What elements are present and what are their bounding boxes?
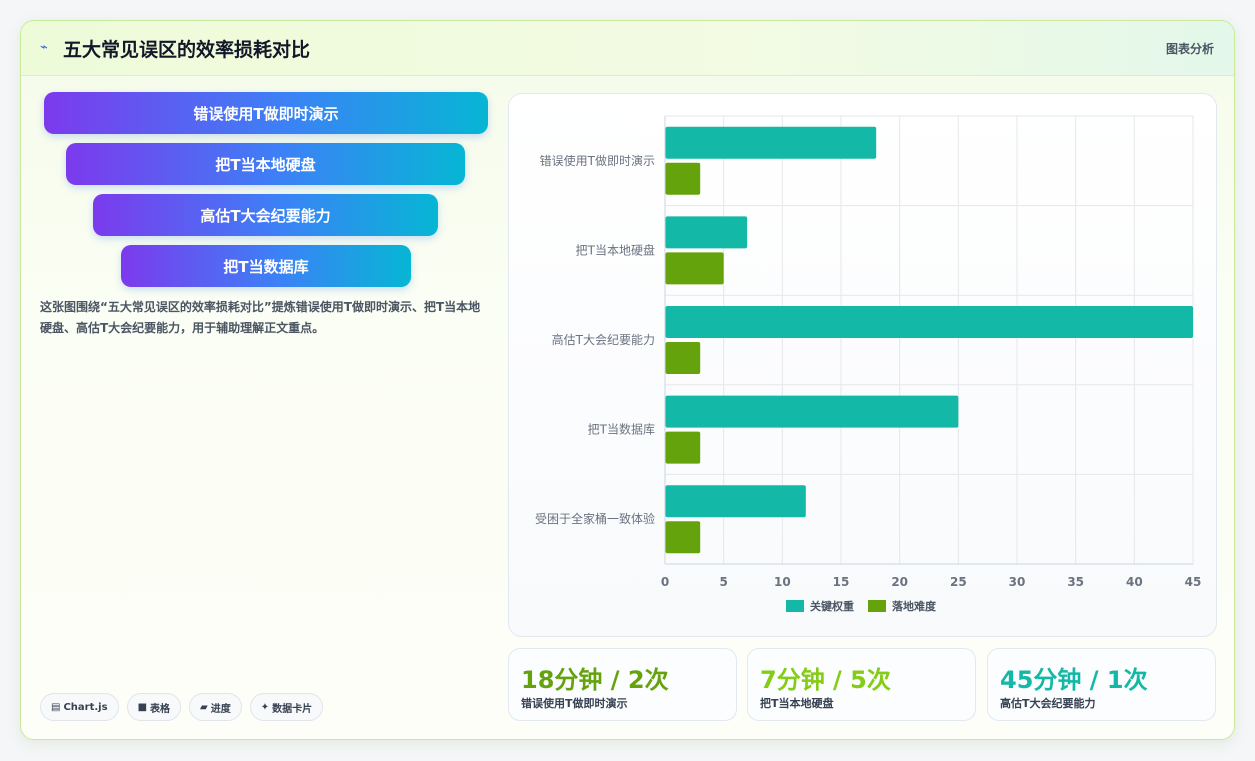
y-tick-label: 把T当本地硬盘 — [576, 242, 655, 257]
stat-label: 高估T大会纪要能力 — [1000, 697, 1096, 710]
bar-difficulty — [665, 252, 724, 285]
x-tick-label: 0 — [661, 575, 669, 589]
bar-difficulty — [665, 431, 701, 464]
x-tick-label: 25 — [950, 575, 967, 589]
stat-value: 45分钟 / 1次 — [1000, 666, 1148, 694]
tag-table[interactable]: ■ 表格 — [126, 693, 182, 721]
x-tick-label: 10 — [774, 575, 791, 589]
chart-panel: 错误使用T做即时演示把T当本地硬盘高估T大会纪要能力把T当数据库受困于全家桶一致… — [508, 93, 1217, 637]
progress-icon: ▰ — [200, 701, 208, 713]
tag-label: 进度 — [210, 703, 231, 715]
x-tick-label: 15 — [833, 575, 850, 589]
x-tick-label: 40 — [1126, 575, 1143, 589]
x-tick-label: 5 — [719, 575, 727, 589]
sparkle-icon: ✦ — [260, 701, 270, 713]
stat-value: 7分钟 / 5次 — [760, 666, 891, 694]
funnel-item-2: 把T当本地硬盘 — [66, 143, 465, 185]
funnel-item-1: 错误使用T做即时演示 — [44, 92, 488, 134]
stat-card-3: 45分钟 / 1次 高估T大会纪要能力 — [987, 648, 1216, 721]
tag-label: 数据卡片 — [272, 703, 313, 715]
bar-weight — [665, 485, 806, 518]
bar-weight — [665, 216, 748, 249]
tag-chartjs[interactable]: ▤ Chart.js — [40, 693, 119, 721]
x-tick-label: 35 — [1067, 575, 1084, 589]
x-tick-label: 30 — [1009, 575, 1026, 589]
tag-label: 表格 — [150, 703, 171, 715]
page-title: 五大常见误区的效率损耗对比 — [63, 39, 311, 61]
bar-weight — [665, 126, 877, 159]
bar-weight — [665, 306, 1193, 338]
x-tick-label: 20 — [891, 575, 908, 589]
bar-chart: 错误使用T做即时演示把T当本地硬盘高估T大会纪要能力把T当数据库受困于全家桶一致… — [535, 115, 1202, 613]
y-tick-label: 把T当数据库 — [588, 422, 655, 437]
x-tick-label: 45 — [1185, 575, 1202, 589]
funnel-item-3: 高估T大会纪要能力 — [93, 194, 438, 236]
tag-label: Chart.js — [63, 701, 108, 713]
tag-data-card[interactable]: ✦ 数据卡片 — [249, 693, 324, 721]
chart-card: ⌁ 五大常见误区的效率损耗对比 图表分析 错误使用T做即时演示 把T当本地硬盘 … — [20, 20, 1235, 740]
stat-card-2: 7分钟 / 5次 把T当本地硬盘 — [747, 648, 976, 721]
chart-line-icon: ⌁ — [40, 40, 48, 55]
database-icon: ▤ — [51, 701, 61, 713]
stat-label: 把T当本地硬盘 — [760, 697, 834, 710]
bar-difficulty — [665, 342, 701, 374]
legend-swatch — [868, 600, 886, 612]
legend-label: 落地难度 — [892, 599, 937, 613]
y-tick-label: 受困于全家桶一致体验 — [535, 511, 655, 526]
bar-difficulty — [665, 162, 701, 195]
bar-difficulty — [665, 521, 701, 554]
y-tick-label: 错误使用T做即时演示 — [540, 153, 655, 168]
chart-analysis-link[interactable]: 图表分析 — [1165, 42, 1214, 56]
table-icon: ■ — [137, 701, 148, 713]
chart-description: 这张图围绕“五大常见误区的效率损耗对比”提炼错误使用T做即时演示、把T当本地硬盘… — [40, 300, 481, 335]
stat-value: 18分钟 / 2次 — [521, 666, 669, 694]
tag-list: ▤ Chart.js ■ 表格 ▰ 进度 ✦ 数据卡片 — [40, 693, 324, 721]
bar-weight — [665, 395, 959, 428]
tag-progress[interactable]: ▰ 进度 — [189, 693, 242, 721]
stat-label: 错误使用T做即时演示 — [521, 697, 628, 710]
card-header: ⌁ 五大常见误区的效率损耗对比 图表分析 — [21, 21, 1234, 76]
y-tick-label: 高估T大会纪要能力 — [552, 332, 655, 347]
funnel-item-4: 把T当数据库 — [121, 245, 411, 287]
stat-card-1: 18分钟 / 2次 错误使用T做即时演示 — [508, 648, 737, 721]
legend-swatch — [786, 600, 804, 612]
legend-label: 关键权重 — [810, 599, 854, 613]
